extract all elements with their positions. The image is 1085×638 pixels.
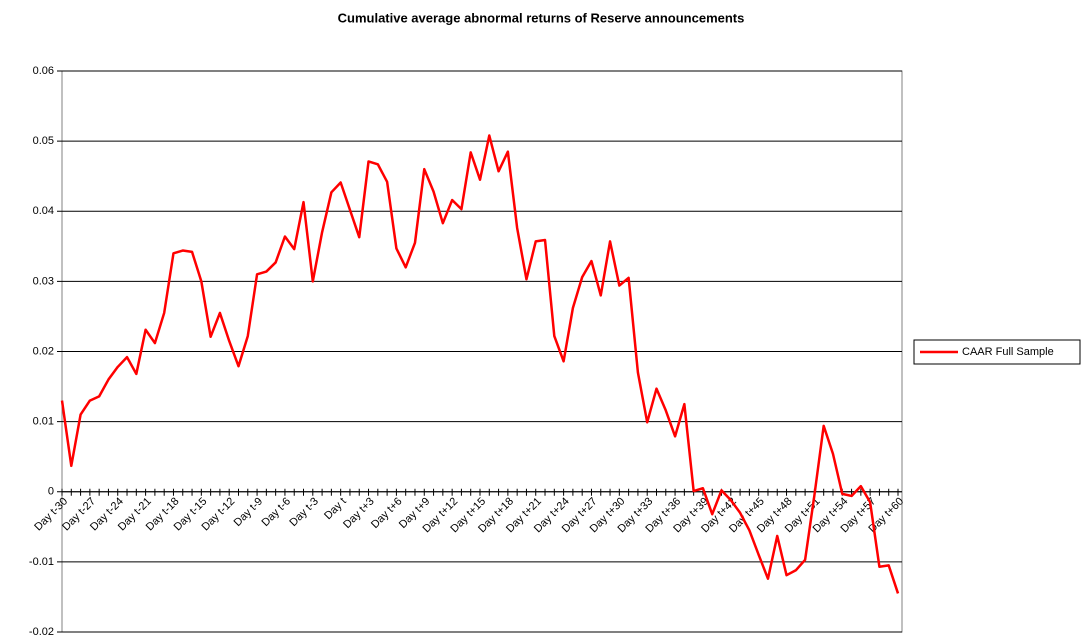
x-tick-label: Day t-6 xyxy=(260,495,294,529)
y-tick-label: 0.01 xyxy=(33,416,54,428)
y-tick-label: 0.03 xyxy=(33,275,54,287)
y-tick-label: 0.06 xyxy=(33,65,54,77)
y-tick-label: -0.02 xyxy=(29,626,54,638)
y-tick-label: -0.01 xyxy=(29,556,54,568)
x-tick-label: Day t-9 xyxy=(232,495,266,529)
y-tick-label: 0 xyxy=(48,486,54,498)
data-line xyxy=(60,134,900,594)
legend-label: CAAR Full Sample xyxy=(962,346,1054,358)
y-tick-label: 0.02 xyxy=(33,345,54,357)
y-tick-label: 0.04 xyxy=(33,205,54,217)
chart-title: Cumulative average abnormal returns of R… xyxy=(338,10,745,25)
y-tick-label: 0.05 xyxy=(33,135,54,147)
x-tick-label: Day t-3 xyxy=(287,495,321,529)
